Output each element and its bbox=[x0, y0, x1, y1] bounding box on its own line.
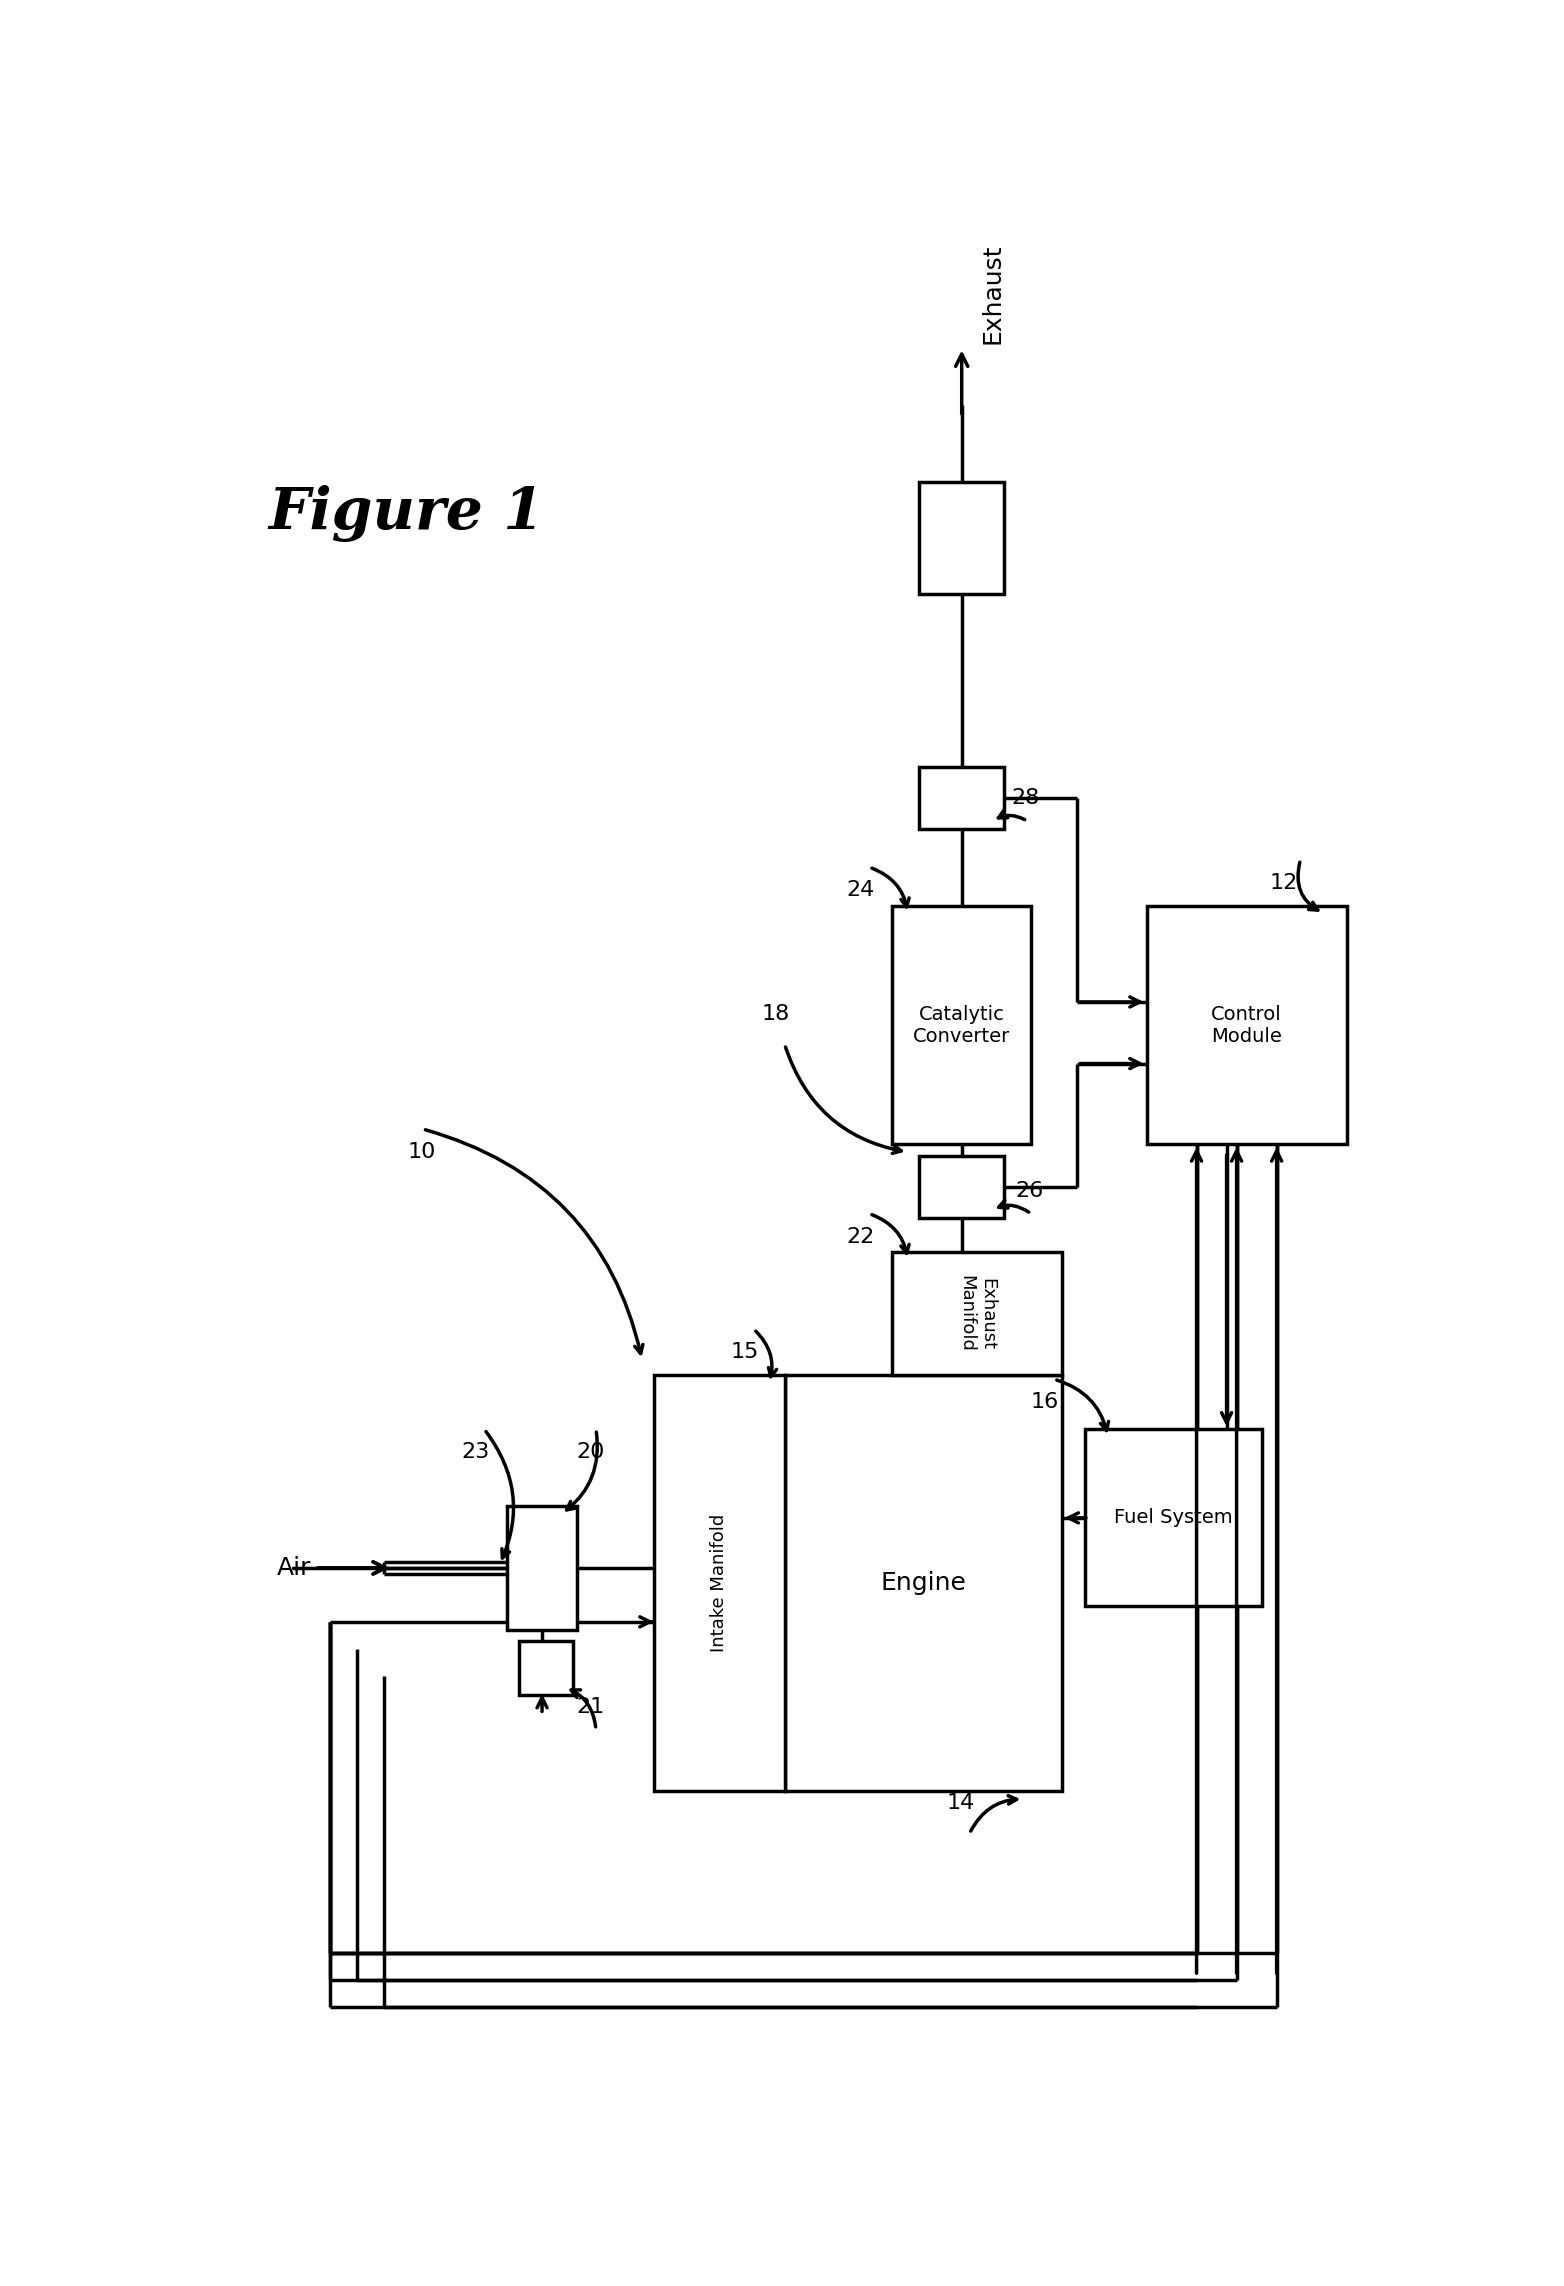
Text: Catalytic
Converter: Catalytic Converter bbox=[913, 1004, 1010, 1045]
Text: 14: 14 bbox=[946, 1792, 974, 1813]
Text: 20: 20 bbox=[577, 1442, 605, 1463]
Text: Engine: Engine bbox=[881, 1570, 967, 1596]
Bar bbox=[1146, 905, 1347, 1145]
Text: Fuel System: Fuel System bbox=[1114, 1509, 1232, 1527]
Text: 16: 16 bbox=[1031, 1392, 1059, 1413]
Text: 26: 26 bbox=[1015, 1180, 1043, 1200]
Text: 12: 12 bbox=[1270, 873, 1298, 892]
Text: 18: 18 bbox=[762, 1004, 790, 1024]
Bar bbox=[920, 1157, 1004, 1218]
Bar bbox=[893, 905, 1031, 1145]
Text: 22: 22 bbox=[846, 1228, 874, 1246]
Bar bbox=[893, 1253, 1062, 1376]
Text: Exhaust
Manifold: Exhaust Manifold bbox=[957, 1276, 996, 1353]
Bar bbox=[519, 1641, 572, 1694]
Text: 21: 21 bbox=[577, 1696, 605, 1717]
Text: 23: 23 bbox=[461, 1442, 490, 1463]
Text: Air: Air bbox=[277, 1557, 311, 1580]
Text: 15: 15 bbox=[730, 1342, 759, 1362]
Text: 10: 10 bbox=[407, 1143, 436, 1161]
Text: 28: 28 bbox=[1012, 789, 1040, 807]
Bar bbox=[507, 1506, 577, 1630]
Text: Figure 1: Figure 1 bbox=[269, 485, 544, 542]
Bar bbox=[785, 1376, 1062, 1792]
Text: 24: 24 bbox=[846, 880, 874, 901]
Bar bbox=[1085, 1429, 1262, 1607]
Bar bbox=[920, 482, 1004, 594]
Bar bbox=[654, 1376, 785, 1792]
Bar bbox=[920, 768, 1004, 830]
Text: Control
Module: Control Module bbox=[1211, 1004, 1282, 1045]
Text: Intake Manifold: Intake Manifold bbox=[710, 1513, 729, 1653]
Text: Exhaust: Exhaust bbox=[981, 242, 1004, 343]
